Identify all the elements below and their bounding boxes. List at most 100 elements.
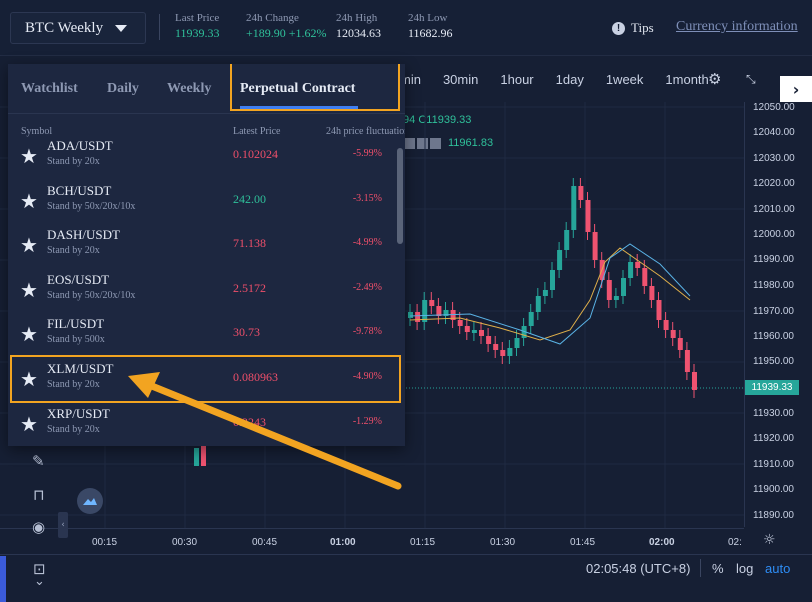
star-icon[interactable]: ★: [20, 367, 38, 391]
gear-icon[interactable]: ⚙: [708, 70, 722, 88]
scrollbar[interactable]: [397, 148, 403, 244]
candle-body: [486, 336, 492, 344]
row-price: 2.5172: [233, 280, 266, 295]
tips-label: Tips: [631, 20, 654, 35]
timeframe-30min[interactable]: 30min: [442, 71, 479, 87]
brand-logo-icon[interactable]: [77, 488, 103, 514]
row-leverage: Stand by 20x: [47, 423, 100, 435]
stat-24h-change: 24h Change +189.90 +1.62%: [246, 12, 327, 41]
clock: 02:05:48 (UTC+8): [586, 561, 691, 576]
pair-select[interactable]: BTC Weekly: [10, 12, 146, 44]
row-price: 30.73: [233, 325, 260, 340]
eye-icon[interactable]: [404, 137, 415, 149]
list-item[interactable]: ★ ADA/USDT Stand by 20x 0.102024 -5.99%: [8, 134, 398, 178]
pair-select-label: BTC Weekly: [25, 19, 104, 36]
ma-value: 11961.83: [448, 137, 494, 149]
time-tick-label: 00:30: [172, 537, 198, 548]
star-icon[interactable]: ★: [20, 277, 38, 302]
candle-body: [649, 286, 655, 300]
sun-icon[interactable]: ☼: [763, 532, 776, 548]
candle-body: [500, 350, 506, 356]
timeframe-1month[interactable]: 1month: [665, 71, 709, 87]
chevron-down-icon[interactable]: ⌄: [34, 574, 45, 589]
timeframe-1day[interactable]: 1day: [555, 71, 584, 87]
row-leverage: Stand by 20x: [47, 379, 100, 390]
settings-icon[interactable]: [417, 137, 428, 149]
candle-body: [521, 326, 527, 338]
fullscreen-icon[interactable]: ⤡: [746, 72, 756, 86]
tab-weekly[interactable]: Weekly: [167, 81, 212, 96]
star-icon[interactable]: ★: [20, 233, 38, 258]
last-price-tag: 11939.33: [745, 380, 799, 395]
candle-body: [613, 296, 619, 300]
price-tick-label: 11890.00: [753, 510, 794, 521]
stat-label: Last Price: [175, 12, 220, 24]
currency-information-link[interactable]: Currency information: [676, 19, 798, 34]
candle-body: [692, 372, 697, 390]
divider: [700, 559, 701, 577]
star-icon[interactable]: ★: [20, 411, 38, 436]
price-tick-label: 11920.00: [753, 433, 794, 444]
list-item[interactable]: ★ DASH/USDT Stand by 20x 71.138 -4.99%: [8, 223, 398, 267]
timeframe-1week[interactable]: 1week: [605, 71, 644, 87]
percent-scale-button[interactable]: %: [712, 561, 724, 576]
time-tick-label: 01:45: [570, 537, 596, 548]
column-latest-price: Latest Price: [233, 126, 281, 137]
draw-lock-icon[interactable]: ✎: [32, 452, 45, 470]
timeframe-min[interactable]: min: [400, 71, 421, 87]
trash-icon[interactable]: ⊡: [33, 560, 46, 578]
candle-body: [564, 230, 570, 250]
list-item[interactable]: ★ EOS/USDT Stand by 50x/20x/10x 2.5172 -2.49…: [8, 268, 398, 312]
tab-highlight-box: [230, 64, 400, 111]
row-change: -4.99%: [352, 237, 382, 249]
price-tick-label: 12010.00: [753, 204, 795, 215]
close-icon[interactable]: [430, 137, 441, 149]
price-tick-label: 11910.00: [753, 459, 794, 470]
eye-icon[interactable]: ◉: [32, 518, 46, 536]
row-change: -5.99%: [352, 148, 382, 159]
column-headers: Symbol Latest Price 24h price fluctuatio…: [8, 126, 405, 142]
unlock-icon[interactable]: ⊓: [33, 486, 45, 504]
tab-perpetual-contract[interactable]: Perpetual Contract: [240, 81, 356, 96]
price-axis[interactable]: 12050.00 12040.00 12030.00 12020.00 12010.00…: [744, 102, 812, 527]
collapse-toolbar-button[interactable]: ‹: [58, 512, 68, 538]
active-tab-indicator: [240, 106, 358, 109]
time-axis[interactable]: 00:15 00:30 00:45 01:00 01:15 01:30 01:45 02:00…: [0, 528, 744, 554]
time-tick-label: 02:: [728, 537, 742, 548]
price-tick-label: 11990.00: [753, 254, 794, 265]
tab-daily[interactable]: Daily: [107, 81, 139, 96]
candle-body: [557, 250, 563, 270]
market-tabs: Watchlist Daily Weekly Perpetual Contrac…: [8, 64, 405, 114]
auto-scale-button[interactable]: auto: [765, 561, 791, 576]
list-item[interactable]: ★ XRP/USDT Stand by 20x 0.2243 -1.29%: [8, 402, 398, 446]
row-leverage: Stand by 500x: [47, 334, 105, 346]
chevron-right-icon[interactable]: ›: [780, 76, 812, 102]
tab-watchlist[interactable]: Watchlist: [21, 81, 78, 96]
side-accent: [0, 556, 6, 602]
candle-body: [493, 344, 499, 350]
timeframe-1hour[interactable]: 1hour: [500, 71, 534, 87]
tips-button[interactable]: ! Tips: [612, 20, 654, 36]
row-change: -3.15%: [352, 192, 382, 204]
log-scale-button[interactable]: log: [736, 561, 754, 576]
candle-body: [663, 320, 669, 330]
row-change: -9.78%: [352, 326, 382, 338]
list-item[interactable]: ★ FIL/USDT Stand by 500x 30.73 -9.78%: [8, 312, 398, 356]
list-item[interactable]: ★ BCH/USDT Stand by 50x/20x/10x 242.00 -3.15…: [8, 179, 398, 223]
star-icon[interactable]: ★: [20, 144, 38, 168]
row-change: -2.49%: [352, 281, 382, 293]
row-symbol: EOS/USDT: [47, 271, 110, 287]
price-tick-label: 12020.00: [753, 178, 795, 189]
candle-body: [471, 330, 477, 333]
row-price: 71.138: [233, 236, 266, 251]
star-icon[interactable]: ★: [20, 322, 38, 347]
ohlc-readout: .94 C11939.33: [400, 114, 472, 126]
divider: [159, 14, 160, 40]
candle-body: [606, 280, 612, 300]
row-symbol: BCH/USDT: [47, 182, 112, 198]
price-tick-label: 11980.00: [753, 280, 794, 291]
price-tick-label: 11900.00: [753, 484, 794, 495]
candle-body: [571, 186, 577, 230]
candle-body: [677, 338, 683, 350]
star-icon[interactable]: ★: [20, 188, 38, 213]
